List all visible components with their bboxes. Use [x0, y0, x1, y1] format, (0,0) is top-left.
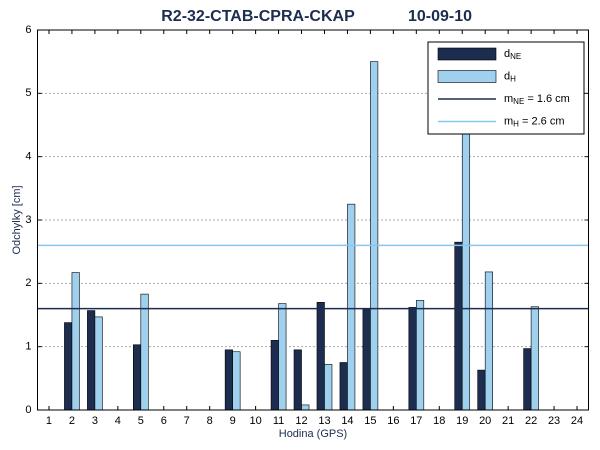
- bar: [370, 61, 379, 411]
- bar: [339, 362, 348, 411]
- x-tick-label: 23: [548, 415, 560, 427]
- x-tick-label: 17: [410, 415, 422, 427]
- legend-label: dH: [504, 70, 516, 83]
- bar: [140, 293, 149, 411]
- x-tick-label: 22: [525, 415, 537, 427]
- x-tick-label: 20: [479, 415, 491, 427]
- y-tick-label: 5: [25, 87, 31, 99]
- bar: [324, 364, 333, 411]
- legend-label-base: d: [504, 70, 510, 82]
- y-tick-label: 3: [25, 214, 31, 226]
- bar: [477, 369, 486, 411]
- legend-label-base: m: [504, 115, 513, 127]
- bar: [301, 404, 310, 411]
- legend-label-sub: H: [510, 75, 516, 84]
- x-tick-label: 1: [46, 415, 52, 427]
- bar: [133, 344, 142, 411]
- legend-label-rest: = 1.6 cm: [524, 93, 570, 105]
- bar: [454, 241, 463, 411]
- y-tick-label: 0: [25, 404, 31, 416]
- bar: [484, 271, 493, 411]
- bar: [64, 322, 73, 411]
- bar: [316, 302, 325, 411]
- legend-label-base: d: [504, 48, 510, 60]
- bar: [523, 348, 532, 411]
- legend-label-sub: H: [513, 120, 519, 129]
- y-tick-label: 4: [25, 151, 31, 163]
- legend-label-sub: NE: [510, 52, 521, 61]
- legend-swatch: [437, 70, 497, 83]
- x-tick-label: 21: [502, 415, 514, 427]
- bar: [71, 272, 80, 411]
- legend-swatch: [437, 47, 497, 61]
- bar: [293, 349, 302, 411]
- chart-date: 10-09-10: [408, 8, 472, 25]
- x-tick-label: 19: [456, 415, 468, 427]
- bar: [530, 306, 539, 411]
- bar: [278, 303, 287, 411]
- legend-label: mNE = 1.6 cm: [504, 93, 570, 106]
- bar: [232, 351, 241, 411]
- x-tick-label: 2: [69, 415, 75, 427]
- legend-label-base: m: [504, 93, 513, 105]
- bar: [347, 203, 356, 411]
- x-tick-label: 24: [571, 415, 583, 427]
- x-tick-label: 11: [273, 415, 284, 427]
- x-tick-label: 5: [138, 415, 144, 427]
- x-tick-label: 7: [184, 415, 190, 427]
- y-tick-label: 2: [25, 277, 31, 289]
- x-tick-label: 9: [230, 415, 236, 427]
- x-tick-label: 14: [341, 415, 353, 427]
- x-tick-label: 16: [387, 415, 399, 427]
- x-tick-label: 6: [161, 415, 167, 427]
- y-axis-label: Odchylky [cm]: [11, 185, 23, 254]
- legend-label: dNE: [504, 48, 521, 61]
- legend-label: mH = 2.6 cm: [504, 115, 565, 128]
- bar: [416, 300, 425, 411]
- x-tick-label: 13: [318, 415, 330, 427]
- bar: [87, 310, 96, 411]
- bar: [461, 99, 471, 411]
- plot-frame: [37, 29, 589, 411]
- y-tick-label: 6: [25, 24, 31, 36]
- legend-label-rest: = 2.6 cm: [519, 115, 565, 127]
- bar: [224, 349, 233, 411]
- bar: [362, 308, 371, 411]
- x-tick-label: 18: [433, 415, 445, 427]
- x-tick-label: 12: [295, 415, 307, 427]
- x-tick-label: 3: [92, 415, 98, 427]
- legend-label-sub: NE: [513, 97, 524, 106]
- x-tick-label: 8: [207, 415, 213, 427]
- bar: [94, 316, 103, 411]
- y-tick-label: 1: [25, 341, 31, 353]
- chart-title: R2-32-CTAB-CPRA-CKAP: [161, 8, 355, 25]
- x-tick-label: 4: [115, 415, 121, 427]
- x-axis-label: Hodina (GPS): [279, 428, 347, 440]
- bar: [408, 307, 417, 411]
- x-tick-label: 10: [249, 415, 261, 427]
- x-tick-label: 15: [364, 415, 376, 427]
- bar: [270, 340, 279, 411]
